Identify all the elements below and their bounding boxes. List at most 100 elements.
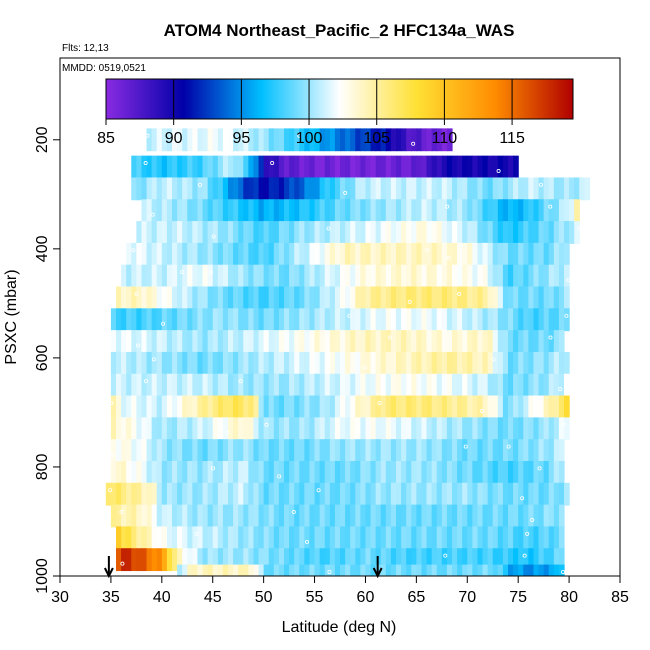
heatmap-cell: [166, 482, 173, 506]
heatmap-cell: [421, 242, 428, 266]
heatmap-cell: [187, 128, 193, 152]
heatmap-cell: [309, 330, 316, 353]
heatmap-cell: [294, 548, 300, 572]
heatmap-cell: [324, 417, 331, 441]
heatmap-cell: [431, 373, 438, 397]
heatmap-cell: [553, 242, 560, 266]
heatmap-cell: [421, 330, 428, 353]
heatmap-cell: [543, 417, 550, 441]
heatmap-cell: [558, 417, 565, 441]
heatmap-cell: [523, 221, 529, 244]
heatmap-cell: [457, 460, 463, 484]
heatmap-cell: [299, 395, 305, 419]
heatmap-cell: [446, 351, 453, 375]
heatmap-cell: [212, 439, 219, 462]
heatmap-cell: [166, 439, 173, 462]
heatmap-cell: [558, 482, 565, 506]
heatmap-cell: [350, 199, 356, 223]
heatmap-cell: [197, 351, 204, 375]
heatmap-cell: [233, 199, 239, 223]
heatmap-cell: [212, 548, 219, 572]
heatmap-cell: [472, 482, 479, 506]
heatmap-cell: [375, 351, 382, 375]
heatmap-cell: [202, 155, 209, 179]
heatmap-cell: [345, 308, 351, 332]
heatmap-cell: [289, 177, 295, 201]
heatmap-cell: [370, 242, 377, 266]
heatmap-cell: [426, 242, 433, 266]
heatmap-cell: [446, 264, 453, 288]
heatmap-cell: [543, 460, 550, 484]
heatmap-cell: [533, 330, 540, 353]
heatmap-cell: [253, 439, 260, 462]
heatmap-cell: [116, 373, 122, 397]
heatmap-cell: [319, 504, 326, 528]
heatmap-cell: [508, 199, 514, 223]
heatmap-cell: [166, 128, 173, 152]
heatmap-cell: [380, 128, 387, 152]
heatmap-cell: [187, 308, 193, 332]
heatmap-cell: [121, 482, 127, 506]
heatmap-cell: [248, 155, 255, 179]
heatmap-cell: [543, 526, 550, 550]
heatmap-cell: [187, 242, 193, 266]
heatmap-cell: [380, 395, 387, 419]
heatmap-cell: [314, 128, 321, 152]
heatmap-cell: [273, 177, 280, 201]
heatmap-cell: [182, 460, 188, 484]
heatmap-cell: [462, 417, 468, 441]
heatmap-cell: [477, 308, 484, 332]
heatmap-cell: [177, 482, 183, 506]
heatmap-cell: [172, 482, 178, 506]
heatmap-cell: [569, 177, 575, 201]
heatmap-cell: [365, 177, 372, 201]
heatmap-cell: [502, 286, 509, 310]
heatmap-cell: [558, 564, 565, 576]
heatmap-cell: [197, 548, 204, 572]
heatmap-cell: [452, 504, 458, 528]
heatmap-cell: [172, 504, 178, 528]
heatmap-cell: [375, 308, 382, 332]
heatmap-cell: [452, 439, 458, 462]
heatmap-cell: [416, 548, 423, 572]
heatmap-cell: [502, 155, 509, 179]
heatmap-cell: [401, 351, 407, 375]
sample-point: [211, 466, 216, 471]
heatmap-cell: [355, 417, 361, 441]
heatmap-cell: [385, 395, 392, 419]
heatmap-cell: [284, 199, 290, 223]
heatmap-cell: [467, 417, 473, 441]
colorbar-tick-label: 90: [165, 130, 183, 147]
sample-point: [134, 291, 139, 296]
heatmap-cell: [472, 548, 479, 572]
heatmap-cell: [116, 439, 122, 462]
heatmap-cell: [390, 330, 397, 353]
heatmap-cell: [258, 128, 265, 152]
heatmap-cell: [426, 564, 433, 576]
heatmap-cell: [564, 351, 570, 375]
heatmap-cell: [172, 308, 178, 332]
heatmap-cell: [340, 526, 346, 550]
heatmap-cell: [492, 308, 499, 332]
heatmap-cell: [467, 351, 473, 375]
heatmap-cell: [360, 504, 367, 528]
heatmap-cell: [309, 177, 316, 201]
heatmap-cell: [116, 460, 122, 484]
heatmap-cell: [380, 330, 387, 353]
heatmap-cell: [508, 482, 514, 506]
heatmap-cell: [350, 308, 356, 332]
heatmap-cell: [121, 308, 127, 332]
heatmap-cell: [116, 308, 122, 332]
heatmap-cell: [329, 128, 336, 152]
heatmap-cell: [401, 482, 407, 506]
heatmap-cell: [421, 264, 428, 288]
heatmap-cell: [446, 221, 453, 244]
heatmap-cell: [110, 395, 117, 419]
heatmap-cell: [238, 155, 244, 179]
heatmap-cell: [314, 526, 321, 550]
heatmap-cell: [482, 286, 489, 310]
heatmap-cell: [268, 373, 275, 397]
sample-point: [362, 365, 367, 370]
heatmap-cell: [385, 264, 392, 288]
